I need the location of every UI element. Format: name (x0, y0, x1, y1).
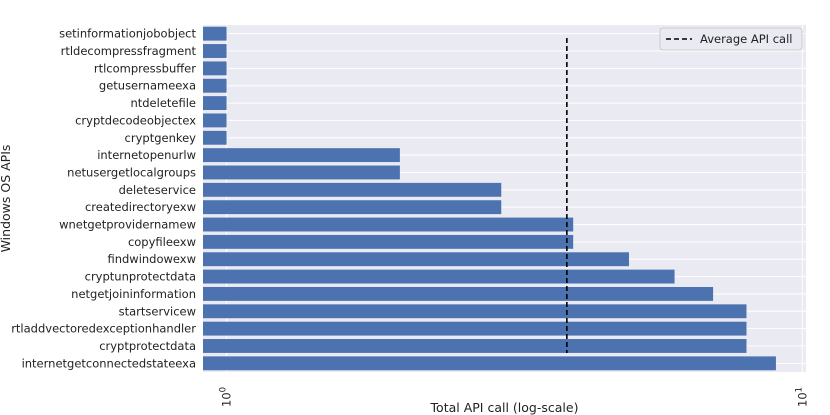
legend-box (659, 27, 803, 51)
bar (203, 113, 227, 128)
y-tick-label: rtldecompressfragment (61, 44, 197, 58)
y-tick-label: rtlcompressbuffer (94, 61, 196, 75)
legend: Average API call (659, 27, 803, 51)
bar (203, 200, 502, 215)
bar (203, 286, 714, 301)
y-tick-label: findwindowexw (107, 252, 196, 266)
bar (203, 252, 629, 267)
bar (203, 182, 502, 197)
y-tick-label: startservicew (119, 304, 196, 318)
bar (203, 61, 227, 76)
y-tick-label: deleteservice (119, 183, 196, 197)
bar (203, 44, 227, 58)
y-tick-label: netusergetlocalgroups (67, 165, 196, 179)
bar (203, 304, 747, 319)
y-axis-label: Windows OS APIs (0, 145, 13, 253)
y-tick-label: createdirectoryexw (85, 200, 196, 214)
y-tick-label: rtladdvectoredexceptionhandler (11, 322, 196, 336)
y-tick-label: netgetjoininformation (71, 287, 196, 301)
y-tick-label: copyfileexw (128, 235, 196, 249)
bars (203, 26, 776, 371)
x-tick-label: 100 (219, 387, 234, 407)
y-tick-labels: setinformationjobobject rtldecompressfrag… (11, 27, 196, 371)
y-tick-label: wnetgetprovidernamew (59, 218, 196, 232)
y-tick-label: setinformationjobobject (59, 27, 196, 41)
bar (203, 269, 675, 284)
legend-label: Average API call (700, 32, 793, 46)
y-tick-label: cryptprotectdata (99, 339, 196, 353)
y-tick-label: cryptunprotectdata (85, 270, 196, 284)
bar (203, 234, 574, 249)
bar (203, 130, 227, 145)
y-tick-label: getusernameexa (99, 79, 196, 93)
x-axis-label: Total API call (log-scale) (430, 400, 579, 415)
bar (203, 356, 776, 371)
y-tick-label: internetopenurlw (97, 148, 196, 162)
bar (203, 96, 227, 111)
bar (203, 321, 747, 336)
x-tick-label: 101 (794, 387, 809, 407)
bar (203, 26, 227, 41)
bar (203, 217, 574, 232)
bar (203, 148, 400, 163)
x-tick-text: 100 (219, 387, 234, 407)
y-tick-label: ntdeletefile (130, 96, 196, 110)
y-tick-label: internetgetconnectedstateexa (22, 356, 196, 370)
y-tick-label: cryptgenkey (125, 131, 197, 145)
bar (203, 78, 227, 93)
bar (203, 165, 400, 180)
y-tick-label: cryptdecodeobjectex (75, 113, 196, 127)
bar (203, 339, 747, 353)
x-tick-text: 101 (794, 387, 809, 407)
plot-background (203, 25, 806, 372)
